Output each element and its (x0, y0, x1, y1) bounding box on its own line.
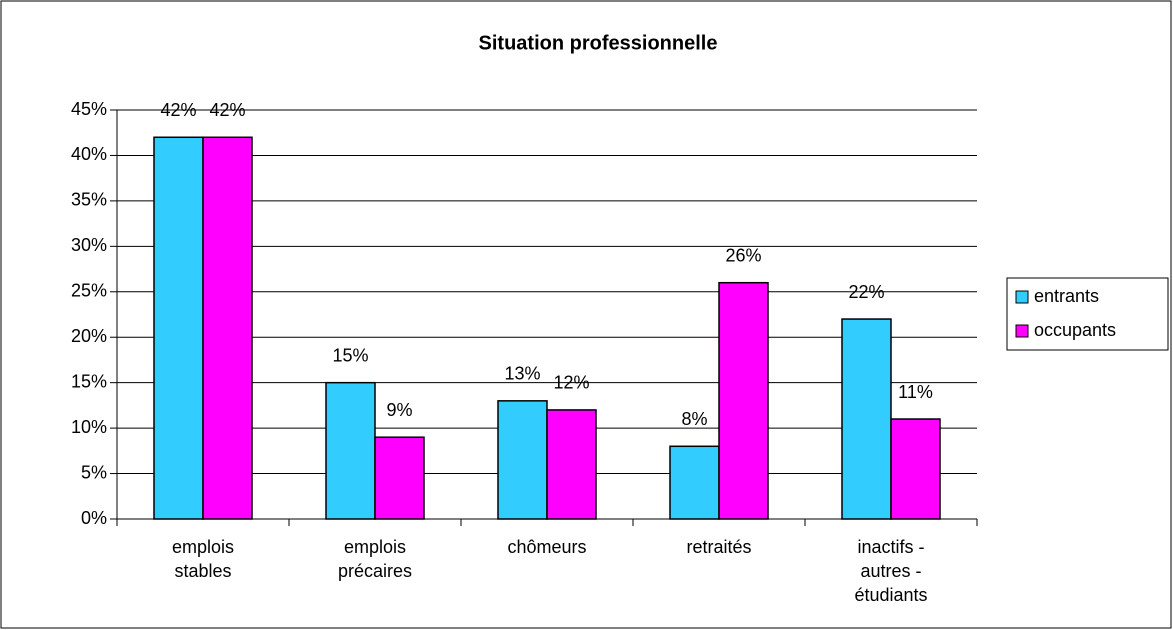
bar (841, 318, 892, 520)
value-label: 42% (209, 100, 245, 120)
value-label: 26% (725, 245, 761, 265)
bar (325, 381, 376, 520)
value-label: 15% (332, 345, 368, 365)
bar (890, 418, 941, 520)
y-tick-label: 20% (71, 326, 107, 346)
x-tick-label: inactifs - autres - étudiants (854, 537, 928, 605)
x-tick-label: chômeurs (507, 537, 587, 557)
y-tick-label: 15% (71, 371, 107, 391)
y-tick-label: 45% (71, 99, 107, 119)
x-tick-label: retraités (686, 537, 752, 557)
value-label: 9% (386, 400, 412, 420)
bar (374, 436, 425, 520)
y-tick-label: 35% (71, 190, 107, 210)
bar (497, 400, 548, 520)
value-label: 13% (504, 364, 540, 384)
y-tick-label: 30% (71, 235, 107, 255)
legend-box (1006, 277, 1169, 351)
y-tick-label: 10% (71, 417, 107, 437)
y-tick-label: 40% (71, 144, 107, 164)
chart-title: Situation professionnelle (479, 32, 718, 54)
legend-swatch (1015, 324, 1029, 338)
value-label: 11% (898, 382, 933, 402)
x-tick-label: emplois stables (171, 537, 235, 581)
x-tick-label: emplois précaires (337, 537, 413, 581)
bar (669, 445, 720, 520)
legend-label: entrants (1034, 286, 1099, 306)
value-label: 8% (681, 409, 707, 429)
y-tick-label: 0% (81, 508, 107, 528)
bar (546, 409, 597, 520)
legend-label: occupants (1034, 320, 1116, 340)
value-label: 42% (160, 100, 196, 120)
bar (153, 136, 204, 520)
y-tick-label: 25% (71, 281, 107, 301)
value-label: 22% (848, 282, 884, 302)
y-tick-label: 5% (81, 462, 107, 482)
bar (718, 281, 769, 520)
value-label: 12% (553, 373, 589, 393)
legend-swatch (1015, 290, 1029, 304)
bar (202, 136, 253, 520)
